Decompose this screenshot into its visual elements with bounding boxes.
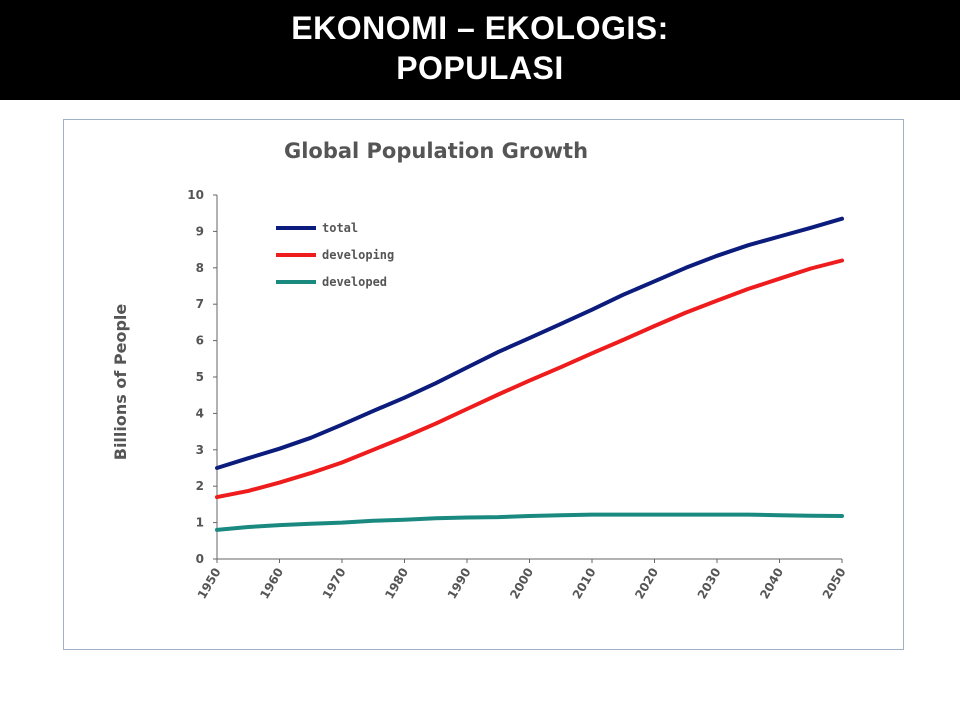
y-axis-label: Billions of People (111, 304, 130, 461)
x-tick-label: 2020 (632, 566, 661, 602)
x-tick-label: 1970 (320, 566, 349, 602)
legend-label-developing: developing (322, 248, 394, 262)
x-tick-label: 2030 (695, 566, 724, 602)
x-tick-label: 1950 (195, 566, 224, 602)
y-tick-label: 0 (196, 552, 204, 566)
series-line-developing (215, 258, 844, 500)
y-tick-label: 8 (196, 261, 204, 275)
y-tick-label: 7 (196, 297, 204, 311)
y-tick-label: 1 (196, 516, 204, 530)
y-tick-label: 9 (196, 224, 204, 238)
slide-title-line-2: POPULASI (396, 50, 564, 86)
y-tick-label: 2 (196, 479, 204, 493)
series-line-developed (215, 512, 844, 532)
y-tick-label: 6 (196, 334, 204, 348)
y-tick-label: 4 (196, 406, 204, 420)
slide-header: EKONOMI – EKOLOGIS: POPULASI (0, 0, 960, 100)
y-tick-label: 10 (187, 188, 204, 202)
y-tick-label: 5 (196, 370, 204, 384)
legend: total developing developed (276, 221, 394, 289)
slide-title-line-1: EKONOMI – EKOLOGIS: (291, 10, 669, 46)
chart-frame: Global Population Growth Billions of Peo… (63, 119, 904, 650)
axes: 0 1 2 3 4 5 6 7 8 9 10 1950 1960 1970 1980 1990 2000 2010… (187, 188, 848, 601)
x-tick-label: 2000 (507, 566, 536, 602)
y-tick-label: 3 (196, 443, 204, 457)
x-tick-label: 2040 (757, 566, 786, 602)
population-chart: Global Population Growth Billions of Peo… (111, 139, 849, 601)
series-lines (215, 216, 844, 532)
series-line-total (215, 216, 844, 470)
x-tick-label: 2050 (820, 566, 849, 602)
legend-label-total: total (322, 221, 358, 235)
x-tick-label: 2010 (570, 566, 599, 602)
x-tick-label: 1960 (257, 566, 286, 602)
chart-title: Global Population Growth (284, 139, 588, 163)
x-tick-label: 1980 (382, 566, 411, 602)
x-tick-label: 1990 (445, 566, 474, 602)
legend-label-developed: developed (322, 275, 387, 289)
